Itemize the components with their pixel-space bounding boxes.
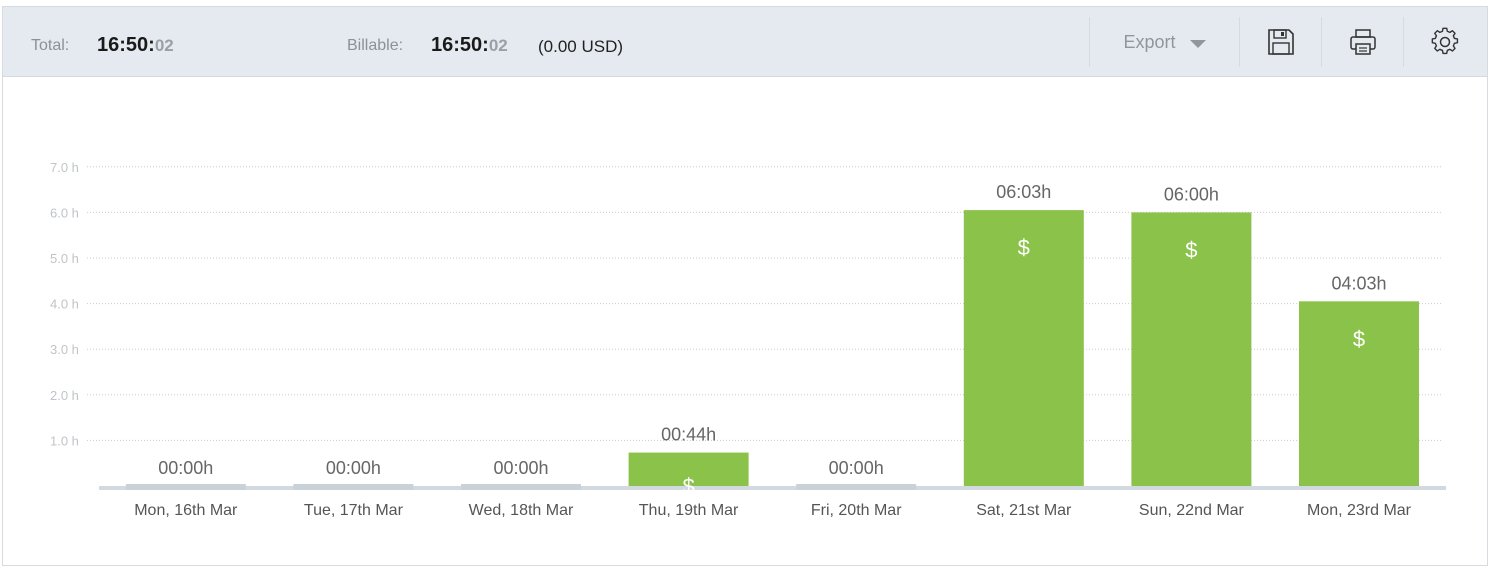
bar-3[interactable] (628, 452, 749, 486)
export-label: Export (1123, 31, 1176, 52)
billable-marker: $ (1185, 237, 1197, 262)
billable-label: Billable: (347, 37, 404, 54)
y-tick-label: 1.0 h (50, 433, 79, 448)
chevron-down-icon (1189, 39, 1206, 48)
x-category-label: Sun, 22nd Mar (1139, 502, 1245, 519)
x-category-label: Thu, 19th Mar (639, 502, 739, 519)
x-category-label: Wed, 18th Mar (469, 502, 574, 519)
billable-hours-minutes: 16:50: (431, 34, 489, 56)
bar-value-label: 06:03h (996, 182, 1051, 202)
bar-0[interactable] (125, 484, 246, 490)
total-value: 16:50:02 (97, 34, 174, 57)
y-tick-label: 4.0 h (50, 297, 79, 312)
bar-6[interactable] (1131, 212, 1252, 486)
bar-value-label: 00:00h (326, 458, 381, 478)
y-tick-label: 7.0 h (50, 160, 79, 175)
bar-value-label: 06:00h (1164, 184, 1219, 204)
x-category-label: Mon, 16th Mar (134, 502, 238, 519)
bar-2[interactable] (461, 484, 581, 490)
save-icon (1267, 29, 1294, 55)
x-category-label: Sat, 21st Mar (976, 502, 1072, 519)
total-seconds: 02 (154, 36, 174, 55)
total-hours-minutes: 16:50: (97, 34, 155, 56)
print-button[interactable] (1321, 17, 1403, 67)
y-tick-label: 6.0 h (50, 205, 79, 220)
bar-value-label: 00:00h (158, 458, 213, 478)
export-dropdown[interactable]: Export (1089, 17, 1239, 67)
billable-marker: $ (1018, 235, 1030, 260)
billable-marker: $ (1353, 326, 1365, 351)
bar-value-label: 00:00h (829, 458, 884, 478)
chart-bars (125, 210, 1419, 490)
y-tick-label: 3.0 h (50, 342, 79, 357)
x-category-label: Mon, 23rd Mar (1307, 502, 1412, 519)
billable-marker: $ (682, 474, 694, 499)
billable-value: 16:50:02 (431, 34, 508, 57)
bar-1[interactable] (293, 484, 414, 490)
billable-seconds: 02 (488, 36, 508, 55)
chart-grid (87, 166, 1446, 490)
print-icon (1349, 29, 1376, 55)
chart-labels: 1.0 h 2.0 h 3.0 h 4.0 h 5.0 h 6.0 h 7.0 h 00:00… (50, 160, 1412, 519)
gear-icon (1431, 27, 1458, 55)
bar-value-label: 04:03h (1331, 273, 1386, 293)
bar-value-label: 00:44h (661, 425, 716, 445)
settings-button[interactable] (1403, 17, 1485, 67)
bar-7[interactable] (1299, 301, 1419, 486)
y-tick-label: 2.0 h (50, 388, 79, 403)
save-button[interactable] (1239, 17, 1321, 67)
x-category-label: Tue, 17th Mar (304, 502, 404, 519)
y-tick-label: 5.0 h (50, 251, 79, 266)
total-label: Total: (31, 37, 70, 54)
billable-amount: (0.00 USD) (538, 37, 624, 56)
summary-toolbar: Total: 16:50:02 Billable: 16:50:02 (0.00… (3, 7, 1487, 77)
bar-value-label: 00:00h (493, 458, 548, 478)
x-axis-baseline (99, 486, 1446, 490)
bar-5[interactable] (963, 210, 1084, 486)
bar-4[interactable] (796, 484, 917, 490)
x-category-label: Fri, 20th Mar (811, 502, 902, 519)
